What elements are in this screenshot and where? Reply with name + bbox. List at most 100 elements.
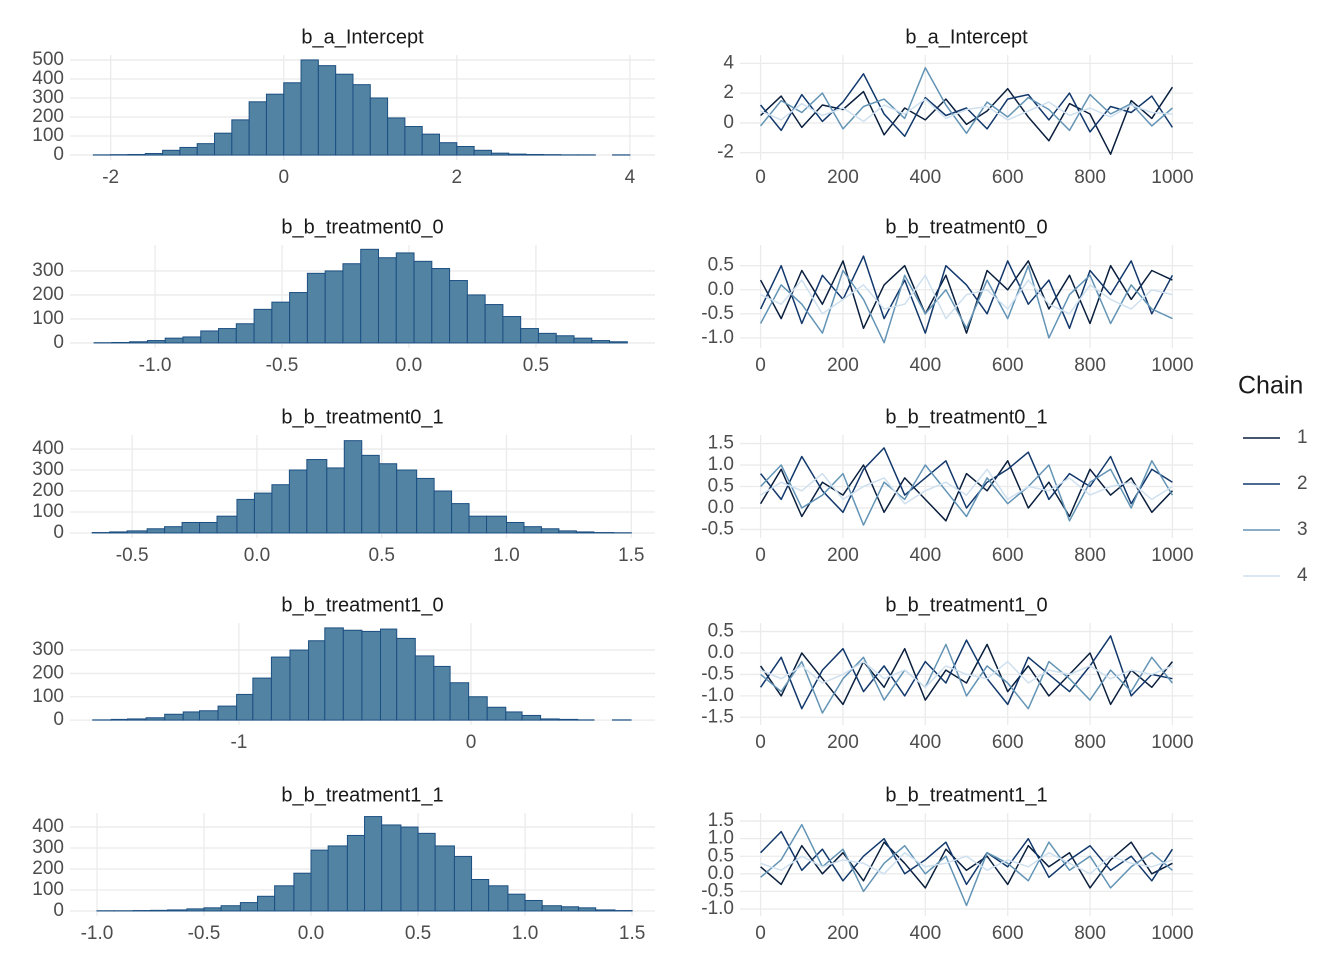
histogram-bar xyxy=(335,73,354,156)
histogram-bar xyxy=(453,855,473,912)
histogram-bar xyxy=(214,132,233,156)
histogram-bar xyxy=(283,82,302,156)
histogram-bar xyxy=(360,248,379,344)
histogram-bar xyxy=(181,521,201,534)
trace-line xyxy=(759,264,1173,344)
x-tick-label: 0 xyxy=(278,167,289,188)
histogram-bar xyxy=(343,440,363,534)
y-tick-label: 100 xyxy=(32,686,64,707)
x-tick-label: 800 xyxy=(1074,732,1106,753)
histogram-bar xyxy=(182,336,202,344)
x-tick-label: 0 xyxy=(755,167,766,188)
y-tick-label: 0.5 xyxy=(708,476,734,497)
y-tick-label: -1.0 xyxy=(701,685,734,706)
x-tick-label: 200 xyxy=(827,732,859,753)
y-tick-label: 1.5 xyxy=(708,433,734,454)
histogram-bar xyxy=(253,492,273,534)
histogram-bar xyxy=(416,477,435,534)
histogram-bar xyxy=(486,515,508,534)
histogram-bar xyxy=(129,341,148,344)
histogram-bar xyxy=(387,117,406,156)
histogram-bar xyxy=(490,152,510,156)
x-tick-label: 600 xyxy=(992,545,1024,566)
histogram-bar xyxy=(378,463,398,534)
histogram-bar xyxy=(468,515,488,534)
histogram-bar xyxy=(555,335,575,344)
histogram-bar xyxy=(520,328,539,344)
y-tick-label: 500 xyxy=(32,49,64,70)
histogram-bar xyxy=(524,899,543,912)
histogram-bar xyxy=(308,640,326,721)
histogram-bar xyxy=(468,696,488,721)
histogram-bar xyxy=(326,467,345,534)
y-tick-label: 0 xyxy=(53,332,64,353)
y-tick-label: -1.0 xyxy=(701,898,734,919)
panel-title: b_b_treatment1_1 xyxy=(281,784,443,806)
histogram-bar xyxy=(456,145,475,156)
x-tick-label: 0.5 xyxy=(405,923,431,944)
histogram-bar xyxy=(149,909,169,912)
legend-label: 1 xyxy=(1297,427,1308,448)
y-tick-label: 0 xyxy=(53,522,64,543)
x-tick-label: 400 xyxy=(909,167,941,188)
histogram-bar xyxy=(186,908,205,912)
histogram-bar xyxy=(146,340,166,344)
histogram-bar xyxy=(239,902,259,912)
histogram-bar xyxy=(414,655,435,721)
histogram-bar xyxy=(525,153,544,156)
histogram-bar xyxy=(352,84,371,156)
histogram-bar xyxy=(198,710,219,721)
histogram-bar xyxy=(505,711,523,721)
y-tick-label: 4 xyxy=(723,52,734,73)
y-tick-label: 400 xyxy=(32,68,64,89)
y-tick-label: 0.5 xyxy=(708,255,734,276)
x-tick-label: 400 xyxy=(909,355,941,376)
trace-line xyxy=(759,255,1174,334)
histogram-bar xyxy=(379,628,398,721)
y-tick-label: 200 xyxy=(32,480,64,501)
x-tick-label: 1000 xyxy=(1151,355,1193,376)
x-tick-label: 0.0 xyxy=(298,923,324,944)
histogram-bar xyxy=(231,119,250,156)
histogram-bar xyxy=(506,521,525,534)
trace-line xyxy=(760,67,1173,135)
trace-line xyxy=(759,260,1173,334)
trace-line xyxy=(760,823,1173,907)
histogram-bar xyxy=(523,526,542,534)
panel-title: b_b_treatment0_1 xyxy=(885,406,1047,428)
histogram-bar xyxy=(537,332,557,344)
panel-title: b_b_treatment0_1 xyxy=(281,406,443,428)
y-tick-label: 2 xyxy=(723,82,734,103)
histogram-bar xyxy=(421,133,441,156)
histogram-bar xyxy=(146,528,166,534)
x-tick-label: 0.5 xyxy=(523,355,549,376)
histogram-bar xyxy=(235,323,255,344)
x-tick-label: -1.0 xyxy=(139,355,172,376)
histogram-bar xyxy=(236,498,255,534)
x-tick-label: 800 xyxy=(1074,545,1106,566)
histogram-bar xyxy=(127,153,146,156)
x-tick-label: 1.5 xyxy=(619,923,645,944)
histogram-bar xyxy=(216,515,238,534)
x-tick-label: 4 xyxy=(625,167,636,188)
x-tick-label: -1.0 xyxy=(81,923,114,944)
histogram-bar xyxy=(395,252,415,344)
y-tick-label: 300 xyxy=(32,459,64,480)
y-tick-label: -1.5 xyxy=(701,706,734,727)
histogram-bar xyxy=(203,907,222,912)
y-tick-label: 0 xyxy=(53,900,64,921)
y-tick-label: 100 xyxy=(32,879,64,900)
legend-label: 2 xyxy=(1297,473,1308,494)
y-tick-label: 0.5 xyxy=(708,845,734,866)
x-tick-label: 0.0 xyxy=(244,545,270,566)
histogram-bar xyxy=(502,316,522,344)
panel-title: b_b_treatment1_1 xyxy=(885,784,1047,806)
histogram-bar xyxy=(541,905,562,912)
histogram-bar xyxy=(396,637,416,721)
trace-line xyxy=(760,841,1173,889)
x-tick-label: 800 xyxy=(1074,167,1106,188)
y-tick-label: 0.0 xyxy=(708,863,734,884)
trace-line xyxy=(760,73,1174,138)
histogram-bar xyxy=(400,826,419,912)
histogram-bar xyxy=(164,337,184,344)
